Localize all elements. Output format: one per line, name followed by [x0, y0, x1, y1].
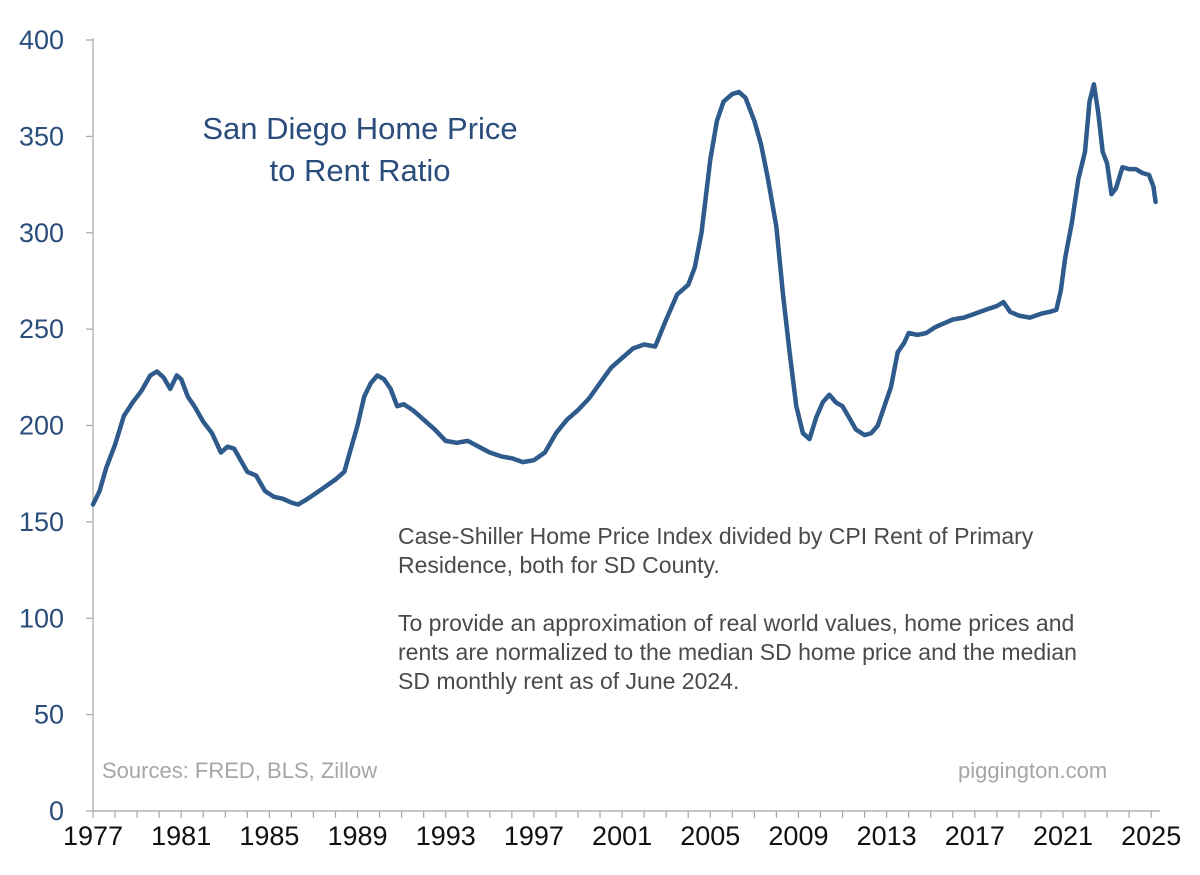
x-tick-label: 1977 — [63, 821, 123, 851]
chart-title: San Diego Home Price to Rent Ratio — [130, 108, 590, 192]
chart-title-line-2: to Rent Ratio — [269, 153, 451, 188]
y-tick-label: 300 — [19, 218, 64, 248]
x-tick-label: 2005 — [680, 821, 740, 851]
x-tick-label: 1985 — [239, 821, 299, 851]
x-tick-label: 2009 — [768, 821, 828, 851]
chart-annotation: Case-Shiller Home Price Index divided by… — [398, 522, 1088, 725]
annotation-paragraph-2: To provide an approximation of real worl… — [398, 610, 1077, 694]
x-tick-label: 2025 — [1121, 821, 1181, 851]
x-tick-label: 1997 — [504, 821, 564, 851]
annotation-paragraph-1: Case-Shiller Home Price Index divided by… — [398, 523, 1034, 578]
y-tick-label: 200 — [19, 411, 64, 441]
y-tick-label: 150 — [19, 507, 64, 537]
x-tick-label: 2001 — [592, 821, 652, 851]
x-axis-ticks: 1977 1981 1985 1989 1993 1997 2001 2005 2009 2013… — [63, 811, 1181, 851]
x-tick-label: 1989 — [328, 821, 388, 851]
series-group — [90, 82, 1158, 507]
chart-title-line-1: San Diego Home Price — [202, 111, 518, 146]
y-tick-label: 0 — [49, 796, 64, 826]
y-tick-label: 50 — [34, 700, 64, 730]
x-tick-label: 2013 — [857, 821, 917, 851]
y-tick-label: 250 — [19, 314, 64, 344]
y-tick-label: 350 — [19, 121, 64, 151]
x-tick-label: 1981 — [151, 821, 211, 851]
series-line-price-to-rent — [90, 82, 1158, 507]
x-tick-label: 2021 — [1033, 821, 1093, 851]
x-tick-label: 2017 — [945, 821, 1005, 851]
y-tick-label: 400 — [19, 25, 64, 55]
y-tick-label: 100 — [19, 603, 64, 633]
source-note: Sources: FRED, BLS, Zillow — [102, 758, 378, 783]
x-tick-label: 1993 — [416, 821, 476, 851]
credit-text: piggington.com — [958, 758, 1108, 783]
chart-axes — [92, 38, 1160, 812]
y-axis-ticks: 0 50 100 150 200 250 300 350 400 — [19, 25, 93, 826]
